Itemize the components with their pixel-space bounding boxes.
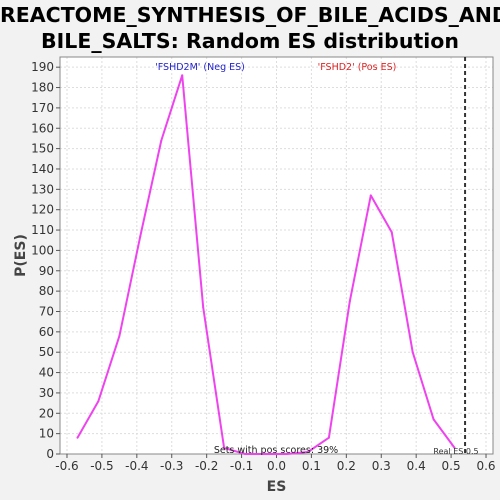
y-tick-label: 150 [31, 142, 54, 156]
data-point [139, 235, 142, 238]
x-tick-label: -0.3 [160, 459, 183, 473]
y-tick-label: 30 [39, 386, 54, 400]
neg-es-label: 'FSHD2M' (Neg ES) [155, 62, 245, 73]
chart-title-line-1: REACTOME_SYNTHESIS_OF_BILE_ACIDS_AND_ [0, 3, 500, 27]
y-tick-label: 160 [31, 121, 54, 135]
x-tick-label: 0.4 [407, 459, 426, 473]
data-point [411, 351, 414, 354]
data-point [244, 453, 247, 455]
chart-title: REACTOME_SYNTHESIS_OF_BILE_ACIDS_AND_ BI… [0, 2, 500, 54]
data-point [348, 300, 351, 303]
y-tick-label: 170 [31, 101, 54, 115]
pos-scores-annotation: Sets with pos scores: 39% [214, 445, 338, 456]
data-point [432, 418, 435, 421]
data-point [390, 231, 393, 234]
y-tick-label: 180 [31, 81, 54, 95]
y-tick-label: 120 [31, 203, 54, 217]
y-tick-label: 50 [39, 345, 54, 359]
data-point [223, 446, 226, 449]
x-tick-label: 0.6 [476, 459, 495, 473]
x-tick-label: -0.6 [55, 459, 78, 473]
data-point [118, 334, 121, 337]
x-tick-label: -0.5 [90, 459, 113, 473]
y-tick-label: 100 [31, 243, 54, 257]
data-point [453, 446, 456, 449]
y-tick-label: 110 [31, 223, 54, 237]
data-point [306, 450, 309, 453]
y-tick-label: 80 [39, 284, 54, 298]
data-point [369, 194, 372, 197]
y-tick-label: 190 [31, 60, 54, 74]
x-tick-label: 0.0 [267, 459, 286, 473]
x-tick-label: -0.2 [195, 459, 218, 473]
data-point [285, 453, 288, 455]
x-tick-label: 0.5 [442, 459, 461, 473]
x-tick-label: -0.4 [125, 459, 148, 473]
x-tick-label: 0.2 [337, 459, 356, 473]
x-tick-label: -0.1 [230, 459, 253, 473]
x-tick-label: 0.1 [302, 459, 321, 473]
y-tick-label: 10 [39, 427, 54, 441]
data-point [265, 453, 268, 455]
y-tick-label: 140 [31, 162, 54, 176]
plot-area [60, 57, 493, 454]
chart-title-line-2: BILE_SALTS: Random ES distribution [41, 29, 459, 53]
y-tick-label: 70 [39, 304, 54, 318]
y-tick-label: 60 [39, 325, 54, 339]
y-tick-label: 130 [31, 182, 54, 196]
y-tick-label: 20 [39, 406, 54, 420]
data-point [97, 400, 100, 403]
y-tick-label: 40 [39, 366, 54, 380]
data-point [160, 139, 163, 142]
real-es-label: Real ES 0.5 [433, 447, 478, 456]
y-tick-label: 90 [39, 264, 54, 278]
y-axis-label: P(ES) [13, 234, 29, 277]
data-point [76, 436, 79, 439]
data-point [181, 74, 184, 77]
pos-es-label: 'FSHD2' (Pos ES) [318, 62, 397, 73]
data-point [327, 436, 330, 439]
x-tick-label: 0.3 [372, 459, 391, 473]
data-point [202, 306, 205, 309]
y-tick-label: 0 [46, 447, 54, 461]
x-axis-label: ES [267, 479, 287, 495]
